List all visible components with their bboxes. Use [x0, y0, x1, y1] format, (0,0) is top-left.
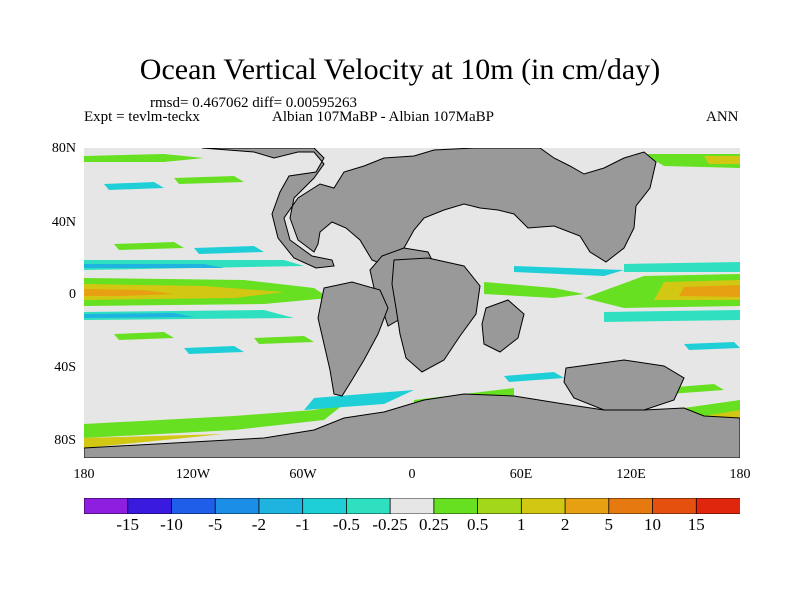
- streak: [254, 336, 314, 344]
- colorbar-swatch: [433, 498, 479, 514]
- colorbar-label: 10: [644, 515, 661, 534]
- lat-tick: 80N: [51, 141, 76, 156]
- colorbar-swatch: [345, 498, 392, 514]
- streak: [684, 342, 740, 350]
- australia-antarctica: [563, 359, 685, 411]
- tropical-band-central: [514, 266, 624, 276]
- equatorial-peak-west: [84, 289, 174, 296]
- landmasses: [84, 148, 740, 458]
- season-label: ANN: [706, 109, 739, 125]
- arctic-band: [84, 154, 204, 162]
- colorbar-swatch: [389, 498, 435, 514]
- period-label: Albian 107MaBP - Albian 107MaBP: [272, 109, 494, 125]
- colorbar-swatch: [520, 498, 566, 514]
- colorbar-label: 2: [560, 515, 570, 534]
- southern-band-yellow: [84, 428, 284, 448]
- southern-band-green: [84, 404, 344, 438]
- equatorial-band-central: [484, 282, 584, 298]
- colorbar-swatch: [564, 498, 610, 514]
- tropical-band-east-south: [604, 310, 740, 322]
- map-title: Ocean Vertical Velocity at 10m (in cm/da…: [139, 53, 661, 86]
- streak: [194, 246, 264, 254]
- streak: [504, 372, 564, 382]
- lon-tick: 180: [73, 467, 95, 482]
- colorbar-swatch: [258, 498, 304, 514]
- lat-tick: 0: [69, 287, 76, 302]
- experiment-label: Expt = tevlm-teckx: [84, 109, 200, 125]
- equatorial-core-west: [84, 284, 284, 300]
- vertical-velocity-map: [84, 148, 740, 458]
- colorbar-swatch: [695, 498, 740, 514]
- colorbar-label: -0.5: [332, 515, 360, 534]
- southern-band-cyan: [304, 390, 414, 410]
- lat-tick: 80S: [54, 433, 76, 448]
- streak: [114, 242, 184, 250]
- tropical-band-east-north: [624, 262, 740, 272]
- colorbar-swatch: [608, 498, 654, 514]
- streak: [664, 384, 724, 394]
- colorbar-swatch: [127, 498, 173, 514]
- lat-tick: 40S: [54, 360, 76, 375]
- antarctica: [84, 393, 740, 458]
- lon-tick: 0: [408, 467, 416, 482]
- colorbar-label: 15: [687, 515, 705, 534]
- streak: [174, 176, 244, 184]
- equatorial-peak-east: [679, 285, 740, 297]
- colorbar-swatch: [477, 498, 523, 514]
- colorbar-label: 0.25: [419, 515, 449, 534]
- colorbar-swatch: [171, 498, 217, 514]
- lon-tick: 120W: [175, 467, 211, 482]
- india: [481, 299, 525, 353]
- lat-tick: 40N: [51, 215, 76, 230]
- streak: [184, 346, 244, 354]
- colorbar-label: -15: [116, 515, 140, 534]
- colorbar-label: 1: [517, 515, 526, 534]
- lon-tick: 120E: [616, 467, 646, 482]
- tropical-core-north: [84, 264, 224, 268]
- northern-continents: [201, 148, 657, 269]
- streak: [114, 332, 174, 340]
- streak: [104, 182, 164, 190]
- colorbar-label: 0.5: [466, 515, 489, 534]
- colorbar-swatch: [214, 498, 260, 514]
- colorbar-swatch: [84, 498, 129, 514]
- stats-line: rmsd= 0.467062 diff= 0.00595263: [150, 95, 358, 111]
- colorbar-label: -0.25: [372, 515, 408, 534]
- colorbar-label: -2: [251, 515, 266, 534]
- colorbar: [84, 498, 740, 514]
- south-america: [317, 281, 389, 397]
- lon-tick: 60E: [509, 467, 533, 482]
- colorbar-label: -1: [295, 515, 310, 534]
- colorbar-label: 5: [604, 515, 614, 534]
- tropical-core-south: [84, 313, 194, 318]
- colorbar-label: -10: [160, 515, 183, 534]
- colorbar-swatch: [302, 498, 348, 514]
- colorbar-label: -5: [208, 515, 223, 534]
- lon-tick: 180: [729, 467, 751, 482]
- colorbar-swatch: [652, 498, 698, 514]
- lon-tick: 60W: [289, 467, 317, 482]
- africa: [391, 257, 481, 373]
- arctic-core-east: [704, 156, 740, 164]
